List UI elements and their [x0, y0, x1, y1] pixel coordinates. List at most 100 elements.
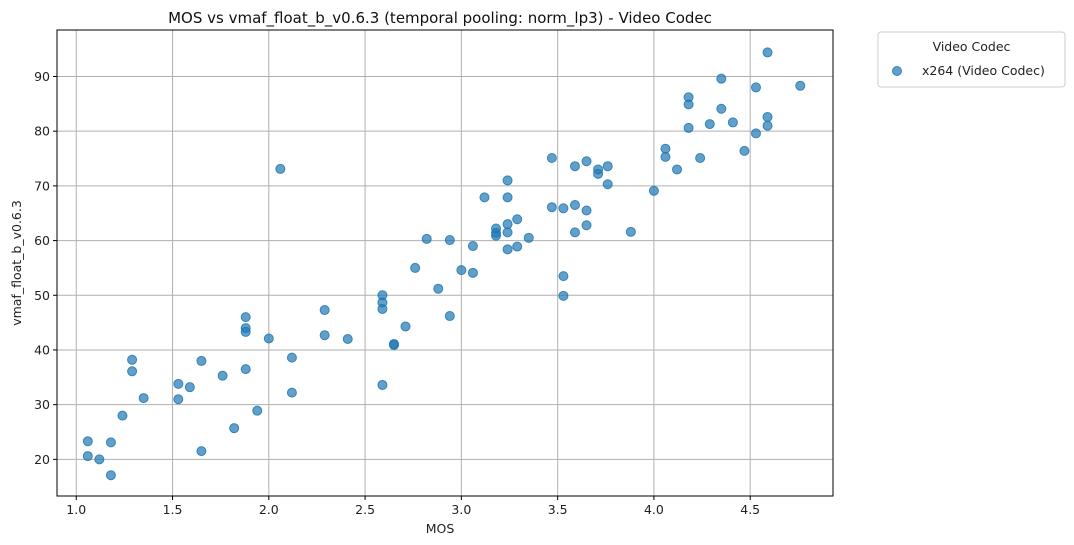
data-point [105, 470, 116, 481]
data-point [491, 230, 502, 241]
legend-marker-x264 [892, 66, 902, 76]
data-point [602, 179, 613, 190]
data-point [762, 111, 773, 122]
data-point [229, 423, 240, 434]
data-point [342, 334, 353, 345]
data-point [82, 436, 93, 447]
data-point [138, 393, 149, 404]
data-point [683, 99, 694, 110]
y-tick-label: 90 [34, 69, 50, 84]
data-point [479, 192, 490, 203]
x-tick-label: 1.0 [66, 502, 86, 517]
y-tick-label: 20 [34, 452, 50, 467]
data-point [94, 454, 105, 465]
data-point [625, 226, 636, 237]
data-point [444, 311, 455, 322]
data-point [263, 333, 274, 344]
data-point [672, 164, 683, 175]
data-point [660, 151, 671, 162]
data-point [739, 145, 750, 156]
data-point [467, 267, 478, 278]
data-points [82, 47, 806, 481]
data-point [546, 202, 557, 213]
y-tick-label: 60 [34, 233, 50, 248]
data-point [523, 232, 534, 243]
data-point [704, 119, 715, 130]
data-point [683, 122, 694, 133]
data-point [275, 163, 286, 174]
data-point [716, 73, 727, 84]
data-point [762, 47, 773, 58]
data-point [196, 446, 207, 457]
data-point [558, 271, 569, 282]
data-point [750, 82, 761, 93]
data-point [240, 326, 251, 337]
data-point [286, 387, 297, 398]
data-point [286, 352, 297, 363]
data-point [240, 312, 251, 323]
data-point [602, 161, 613, 172]
data-point [105, 437, 116, 448]
data-point [217, 370, 228, 381]
x-tick-label: 4.5 [740, 502, 760, 517]
data-point [319, 330, 330, 341]
data-point [410, 262, 421, 273]
x-axis-label: MOS [426, 521, 455, 536]
data-point [82, 451, 93, 462]
data-point [546, 152, 557, 163]
data-point [173, 394, 184, 405]
data-point [648, 185, 659, 196]
data-point [558, 203, 569, 214]
chart-title: MOS vs vmaf_float_b_v0.6.3 (temporal poo… [168, 9, 712, 28]
data-point [196, 355, 207, 366]
x-tick-label: 4.0 [644, 502, 664, 517]
y-axis-ticks: 20 30 40 50 60 70 80 90 [34, 69, 57, 467]
data-point [727, 117, 738, 128]
data-point [456, 265, 467, 276]
y-tick-label: 30 [34, 397, 50, 412]
data-point [502, 219, 513, 230]
y-tick-label: 70 [34, 178, 50, 193]
data-point [117, 410, 128, 421]
data-point [512, 241, 523, 252]
grid-lines [57, 30, 833, 496]
data-point [795, 80, 806, 91]
data-point [467, 241, 478, 252]
data-point [581, 156, 592, 167]
data-point [502, 227, 513, 238]
data-point [762, 120, 773, 131]
plot-area-frame [56, 29, 834, 497]
x-tick-label: 2.0 [259, 502, 279, 517]
data-point [558, 290, 569, 301]
data-point [377, 379, 388, 390]
data-point [240, 364, 251, 375]
data-point [388, 340, 399, 351]
data-point [569, 161, 580, 172]
data-point [252, 405, 263, 416]
data-point [569, 200, 580, 211]
x-tick-label: 1.5 [163, 502, 183, 517]
data-point [400, 321, 411, 332]
data-point [660, 143, 671, 154]
data-point [512, 214, 523, 225]
data-point [433, 283, 444, 294]
y-tick-label: 80 [34, 124, 50, 139]
data-point [377, 303, 388, 314]
y-tick-label: 50 [34, 288, 50, 303]
data-point [502, 175, 513, 186]
legend-entry-x264: x264 (Video Codec) [922, 63, 1045, 78]
data-point [502, 192, 513, 203]
data-point [569, 227, 580, 238]
y-tick-label: 40 [34, 342, 50, 357]
data-point [444, 235, 455, 246]
data-point [127, 354, 138, 365]
y-axis-label: vmaf_float_b_v0.6.3 [9, 200, 24, 326]
legend-box [877, 31, 1066, 88]
legend: Video Codec x264 (Video Codec) [877, 31, 1066, 88]
data-point [716, 103, 727, 114]
data-point [581, 205, 592, 216]
legend-title: Video Codec [933, 39, 1011, 54]
x-tick-label: 2.5 [355, 502, 375, 517]
data-point [695, 152, 706, 163]
